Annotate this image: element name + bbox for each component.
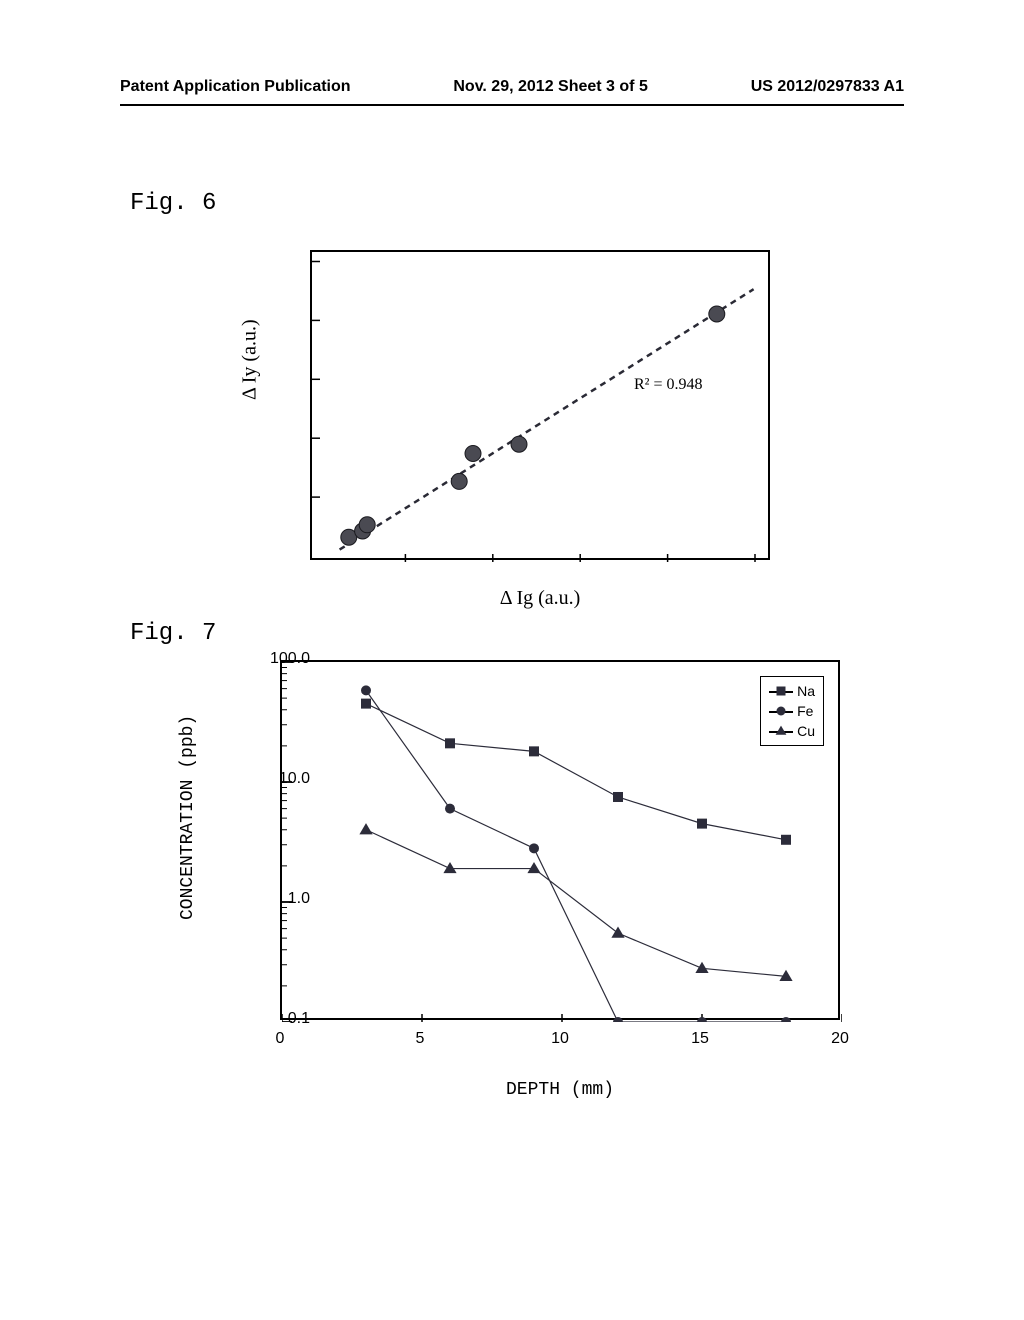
legend-item-na: Na (769, 681, 815, 701)
legend-label: Na (797, 683, 815, 699)
figure-7: CONCENTRATION (ppb) Na Fe Cu 0.1 1.0 10.0 1… (160, 660, 880, 1100)
legend-swatch-icon (769, 704, 793, 718)
fig7-plot-area: Na Fe Cu (280, 660, 840, 1020)
fig7-xtick: 15 (685, 1030, 715, 1048)
fig7-xtick: 20 (825, 1030, 855, 1048)
fig6-ylabel: Δ Iy (a.u.) (239, 319, 262, 400)
legend-swatch-icon (769, 684, 793, 698)
legend-swatch-icon (769, 724, 793, 738)
legend-label: Cu (797, 723, 815, 739)
fig7-caption: Fig. 7 (130, 620, 216, 647)
fig7-ytick: 0.1 (260, 1010, 310, 1028)
fig7-ytick: 1.0 (260, 890, 310, 908)
fig7-ytick: 10.0 (260, 770, 310, 788)
fig6-xlabel: Δ Ig (a.u.) (310, 587, 770, 610)
fig6-svg (312, 252, 772, 562)
header-divider (120, 104, 904, 106)
legend-label: Fe (797, 703, 813, 719)
fig7-xlabel: DEPTH (mm) (280, 1080, 840, 1100)
fig6-plot-area: R² = 0.948 (310, 250, 770, 560)
fig7-ytick: 100.0 (260, 650, 310, 668)
header-mid: Nov. 29, 2012 Sheet 3 of 5 (453, 78, 647, 96)
fig7-xtick: 5 (405, 1030, 435, 1048)
figure-6: Δ Iy (a.u.) R² = 0.948 Δ Ig (a.u.) (250, 250, 780, 610)
fig7-xtick: 10 (545, 1030, 575, 1048)
header-right: US 2012/0297833 A1 (751, 78, 904, 96)
fig6-r2-annotation: R² = 0.948 (634, 376, 703, 394)
fig7-xtick: 0 (265, 1030, 295, 1048)
legend-item-cu: Cu (769, 721, 815, 741)
page-header: Patent Application Publication Nov. 29, … (120, 78, 904, 96)
legend-item-fe: Fe (769, 701, 815, 721)
fig7-legend: Na Fe Cu (760, 676, 824, 746)
fig6-caption: Fig. 6 (130, 190, 216, 217)
fig7-svg (282, 662, 842, 1022)
fig7-ylabel: CONCENTRATION (ppb) (178, 715, 198, 920)
header-left: Patent Application Publication (120, 78, 351, 96)
